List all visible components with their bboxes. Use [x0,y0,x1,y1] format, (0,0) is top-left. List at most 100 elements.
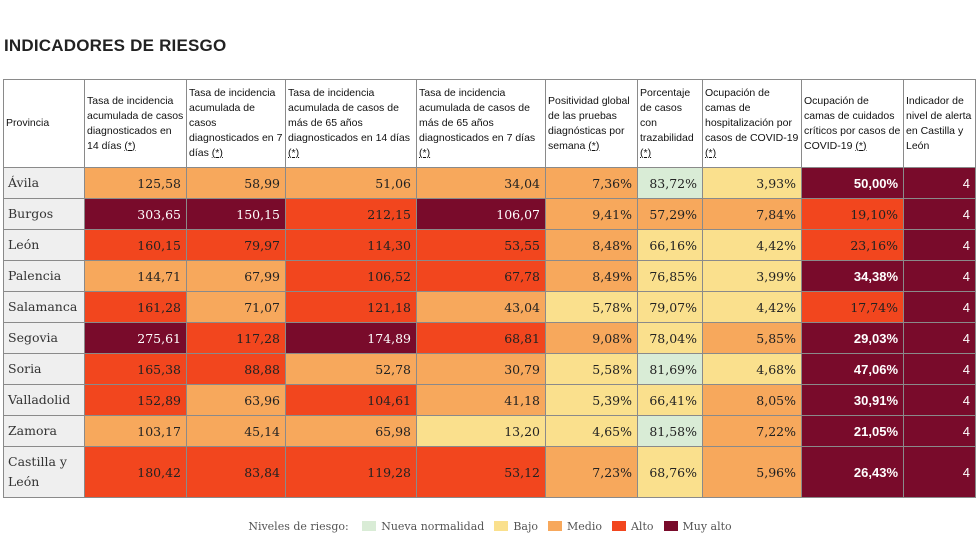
indicator-cell: 5,78% [545,291,638,323]
column-header-text: Porcentaje de casos con trazabilidad [640,87,694,144]
indicator-cell: 83,72% [637,167,703,199]
indicator-cell: 30,91% [801,384,904,416]
alert-level-cell: 4 [903,167,976,199]
indicator-cell: 9,41% [545,198,638,230]
indicator-cell: 165,38 [84,353,187,385]
province-name: Ávila [3,167,85,199]
column-header-text: Tasa de incidencia acumulada de casos di… [189,87,283,159]
indicator-cell: 160,15 [84,229,187,261]
indicator-cell: 3,99% [702,260,802,292]
indicator-cell: 66,41% [637,384,703,416]
footnote-link[interactable]: (*) [211,147,223,159]
table-row: Castilla y León 180,42 83,84 119,28 53,12 7,2… [3,446,976,498]
alert-level-cell: 4 [903,291,976,323]
legend-label: Bajo [513,520,539,533]
indicator-cell: 13,20 [416,415,546,447]
table-row: Palencia 144,71 67,99 106,52 67,78 8,49% 76,85… [3,260,976,292]
indicator-cell: 8,48% [545,229,638,261]
indicator-cell: 7,36% [545,167,638,199]
table-header-row: Provincia Tasa de incidencia acumulada de… [3,79,976,168]
indicator-cell: 106,07 [416,198,546,230]
province-name: Salamanca [3,291,85,323]
alert-level-cell: 4 [903,384,976,416]
indicator-cell: 71,07 [186,291,286,323]
indicator-cell: 7,84% [702,198,802,230]
legend-label: Alto [630,520,654,533]
table-row: Soria 165,38 88,88 52,78 30,79 5,58% 81,69% 4,6… [3,353,976,385]
indicator-cell: 88,88 [186,353,286,385]
page-title: INDICADORES DE RIESGO [4,36,227,55]
legend-title: Niveles de riesgo: [248,520,349,533]
indicator-cell: 79,97 [186,229,286,261]
indicator-cell: 34,04 [416,167,546,199]
indicator-cell: 81,58% [637,415,703,447]
footnote-link[interactable]: (*) [288,147,300,159]
indicator-cell: 275,61 [84,322,187,354]
footnote-link[interactable]: (*) [588,139,600,152]
column-header-text: Tasa de incidencia acumulada de casos de… [288,87,411,144]
indicator-cell: 106,52 [285,260,417,292]
footnote-link[interactable]: (*) [705,147,717,159]
legend-label: Medio [567,520,602,533]
indicator-cell: 103,17 [84,415,187,447]
legend-swatch [548,521,563,531]
footnote-link[interactable]: (*) [419,147,431,159]
table-row: Ávila 125,58 58,99 51,06 34,04 7,36% 83,72% 3,9… [3,167,976,199]
table-body: Ávila 125,58 58,99 51,06 34,04 7,36% 83,72% 3,9… [3,167,976,498]
indicator-cell: 161,28 [84,291,187,323]
indicator-cell: 41,18 [416,384,546,416]
indicator-cell: 66,16% [637,229,703,261]
indicator-cell: 152,89 [84,384,187,416]
table-row: Valladolid 152,89 63,96 104,61 41,18 5,39% 66,… [3,384,976,416]
column-header-5: Positividad global de las pruebas diagnó… [545,79,638,168]
indicator-cell: 17,74% [801,291,904,323]
legend-label: Nueva normalidad [381,520,485,533]
column-header-0: Provincia [3,79,85,168]
legend-item-bajo: Bajo [494,520,538,533]
column-header-text: Ocupación de camas de hospitalización po… [705,87,799,144]
indicator-cell: 29,03% [801,322,904,354]
indicator-cell: 58,99 [186,167,286,199]
risk-indicators-table: Provincia Tasa de incidencia acumulada de… [3,79,976,498]
indicator-cell: 52,78 [285,353,417,385]
legend-item-nueva: Nueva normalidad [362,520,484,533]
indicator-cell: 45,14 [186,415,286,447]
column-header-3: Tasa de incidencia acumulada de casos de… [285,79,417,168]
indicator-cell: 4,65% [545,415,638,447]
indicator-cell: 114,30 [285,229,417,261]
indicator-cell: 180,42 [84,446,187,498]
indicator-cell: 4,42% [702,229,802,261]
table-row: Salamanca 161,28 71,07 121,18 43,04 5,78% 79,0… [3,291,976,323]
province-name: Castilla y León [3,446,85,498]
indicator-cell: 104,61 [285,384,417,416]
indicator-cell: 9,08% [545,322,638,354]
indicator-cell: 5,85% [702,322,802,354]
legend-item-medio: Medio [548,520,602,533]
legend-item-alto: Alto [611,520,654,533]
indicator-cell: 125,58 [84,167,187,199]
column-header-text: Tasa de incidencia acumulada de casos de… [419,87,536,144]
indicator-cell: 5,96% [702,446,802,498]
indicator-cell: 8,05% [702,384,802,416]
column-header-text: Indicador de nivel de alerta en Castilla… [906,94,972,152]
alert-level-cell: 4 [903,260,976,292]
province-name: León [3,229,85,261]
footnote-link[interactable]: (*) [124,139,136,152]
indicator-cell: 57,29% [637,198,703,230]
footnote-link[interactable]: (*) [640,147,652,159]
indicator-cell: 81,69% [637,353,703,385]
table-row: Segovia 275,61 117,28 174,89 68,81 9,08% 78,04… [3,322,976,354]
alert-level-cell: 4 [903,446,976,498]
column-header-9: Indicador de nivel de alerta en Castilla… [903,79,976,168]
indicator-cell: 121,18 [285,291,417,323]
indicator-cell: 53,12 [416,446,546,498]
table-row: Zamora 103,17 45,14 65,98 13,20 4,65% 81,58% 7,… [3,415,976,447]
indicator-cell: 68,76% [637,446,703,498]
indicator-cell: 30,79 [416,353,546,385]
province-name: Zamora [3,415,85,447]
indicator-cell: 8,49% [545,260,638,292]
indicator-cell: 7,23% [545,446,638,498]
footnote-link[interactable]: (*) [855,139,867,152]
province-name: Palencia [3,260,85,292]
column-header-7: Ocupación de camas de hospitalización po… [702,79,802,168]
